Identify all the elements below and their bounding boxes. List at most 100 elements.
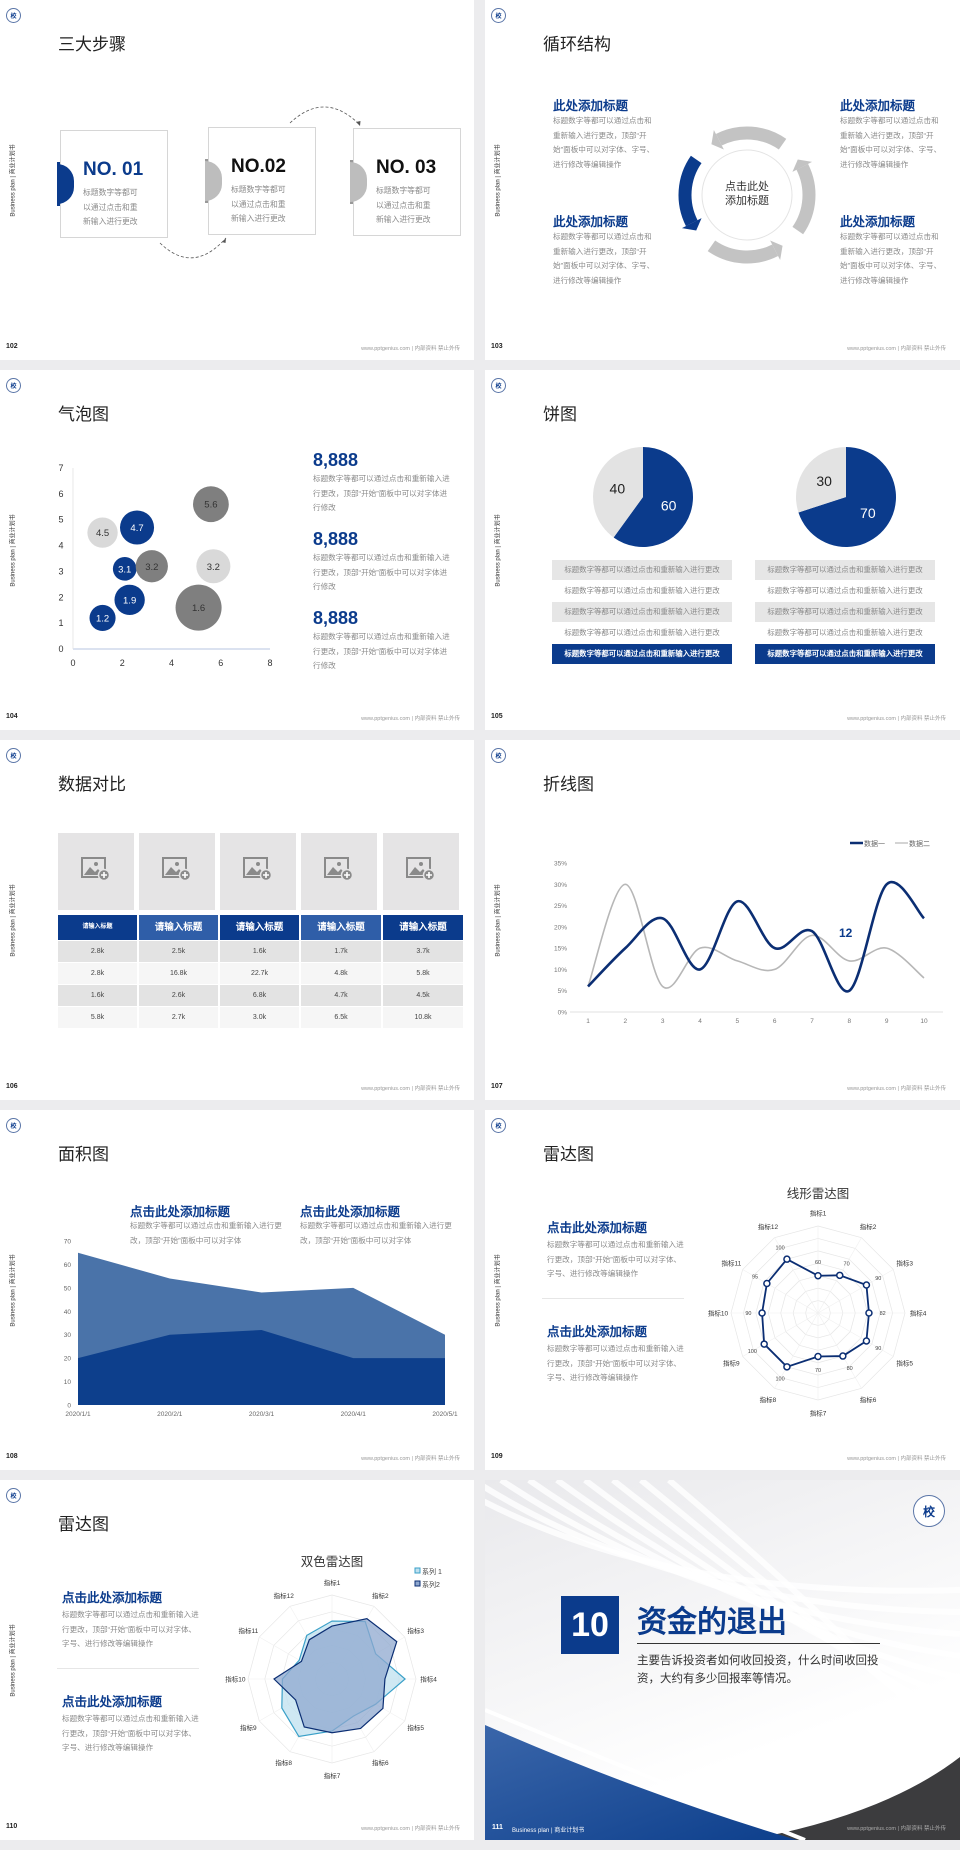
item-text: 标题数字等都可以通过点击和重新输入进行更改，顶部“开始”面板中可以对字体、字号、… [553,116,655,169]
list-item[interactable]: 标题数字等都可以通过点击和重新输入进行更改 [552,644,732,664]
bubble-label: 5.6 [204,500,217,511]
y-tick-label: 20 [64,1356,72,1363]
legend-label: 系列 1 [422,1567,442,1576]
slide-103[interactable]: 校 Business plan | 商业计划书 103 www.pptgenius.c… [485,0,960,360]
footer-left-text: Business plan | 商业计划书 [512,1828,585,1834]
table-header-cell[interactable]: 请输入标题 [220,915,299,940]
step-card[interactable]: NO.02 标题数字等都可以通过点击和重新输入进行更改 [205,127,316,235]
add-image-icon[interactable] [324,857,354,886]
x-tick-label: 2020/5/1 [432,1411,458,1418]
y-tick-label: 20% [554,924,567,931]
table-header-cell[interactable]: 请输入标题 [58,915,137,940]
slide-110[interactable]: 校 Business plan | 商业计划书 110 www.pptgenius.c… [0,1480,474,1840]
image-placeholder[interactable] [58,833,134,910]
list-item[interactable]: 标题数字等都可以通过点击和重新输入进行更改 [552,560,732,580]
table-header-cell[interactable]: 请输入标题 [383,915,463,940]
add-image-icon[interactable] [81,857,111,886]
radar-data-label: 90 [875,1276,881,1282]
slide-title: 数据对比 [58,775,126,794]
radar-marker [839,1352,847,1360]
step-number: NO. 01 [83,159,144,180]
add-image-icon[interactable] [406,857,436,886]
note-text: 标题数字等都可以通过点击和重新输入进行更改，顶部“开始”面板中可以对字体 [130,1221,282,1245]
x-tick-label: 1 [586,1018,590,1025]
stat-value: 8,888 [313,450,359,470]
list-item[interactable]: 标题数字等都可以通过点击和重新输入进行更改 [755,602,935,622]
radar-marker [763,1279,771,1288]
bubble-chart: 0 2 4 6 8 0 1 2 3 4 5 6 7 4.5 4.7 3.1 3.2 5.6 3.2 1.6 1.9 1.2 [58,463,272,668]
note-text: 标题数字等都可以通过点击和重新输入进行更改，顶部“开始”面板中可以对字体、字号、… [62,1714,199,1752]
slide-111[interactable]: 10 资金的退出 主要告诉投资者如何收回投资，什么时间收回投资，大约有多少回报率等情… [485,1480,960,1840]
y-tick-label: 0% [558,1010,568,1017]
list-item[interactable]: 标题数字等都可以通过点击和重新输入进行更改 [552,581,732,601]
page-number: 105 [491,713,503,720]
image-placeholder[interactable] [220,833,296,910]
y-tick-label: 40 [64,1309,72,1316]
x-tick-label: 2020/3/1 [249,1411,275,1418]
x-tick-label: 2 [624,1018,628,1025]
step-number: NO. 03 [376,157,437,178]
slide-105[interactable]: 校 Business plan | 商业计划书 105 www.pptgenius.c… [485,370,960,730]
y-tick-label: 10 [64,1379,72,1386]
slide-108[interactable]: 校 Business plan | 商业计划书 108 www.pptgenius.c… [0,1110,474,1470]
slide-109[interactable]: 校 Business plan | 商业计划书 109 www.pptgenius.c… [485,1110,960,1470]
radar-marker [760,1340,768,1348]
pie-slice-label: 40 [610,481,626,497]
page-number: 103 [491,343,503,350]
cycle-arrow-arc [792,163,816,235]
add-image-icon[interactable] [243,857,273,886]
radar-axis-label: 指标10 [225,1675,246,1684]
bubble-label: 3.1 [118,564,131,575]
slide-title: 气泡图 [58,405,109,424]
image-placeholder[interactable] [383,833,459,910]
slide-102[interactable]: 校 Business plan | 商业计划书 102 www.pptgenius.c… [0,0,474,360]
image-placeholder[interactable] [301,833,377,910]
list-item[interactable]: 标题数字等都可以通过点击和重新输入进行更改 [552,602,732,622]
table-header-cell[interactable]: 请输入标题 [301,915,381,940]
table-header-cell[interactable]: 请输入标题 [139,915,218,940]
y-tick-label: 30 [64,1332,72,1339]
x-tick-label: 0 [70,658,75,668]
table-cell: 2.5k [139,941,218,962]
slide-106[interactable]: 校 Business plan | 商业计划书 106 www.pptgenius.c… [0,740,474,1100]
radar-axis-label: 指标11 [721,1258,741,1267]
step-card[interactable]: NO. 01 标题数字等都可以通过点击和重新输入进行更改 [57,130,168,238]
table-cell: 4.7k [301,985,381,1006]
radar-axis-label: 指标1 [810,1208,827,1217]
bubble-label: 3.2 [207,562,220,573]
logo-emblem: 校 [6,8,21,23]
chart-title: 线形雷达图 [787,1187,850,1201]
legend-label: 数据二 [909,839,930,848]
radar-spoke [817,1269,894,1314]
legend-label: 系列2 [422,1580,440,1589]
radar-axis-label: 指标3 [896,1258,913,1267]
image-placeholder[interactable] [139,833,215,910]
step-card[interactable]: NO. 03 标题数字等都可以通过点击和重新输入进行更改 [350,128,461,236]
radar-data-label: 100 [775,1245,784,1251]
radar-data-label: 95 [752,1275,758,1281]
page-number: 110 [6,1823,18,1830]
section-divider [57,1668,199,1669]
stat-text: 标题数字等都可以通过点击和重新输入进行更改，顶部“开始”面板中可以对字体进行修改 [313,474,450,512]
list-item[interactable]: 标题数字等都可以通过点击和重新输入进行更改 [552,623,732,643]
slide-title: 雷达图 [543,1145,594,1164]
x-tick-label: 2020/1/1 [65,1411,91,1418]
step-text: 标题数字等都可以通过点击和重新输入进行更改 [231,185,286,223]
x-tick-label: 6 [773,1018,777,1025]
list-item[interactable]: 标题数字等都可以通过点击和重新输入进行更改 [755,560,935,580]
list-item[interactable]: 标题数字等都可以通过点击和重新输入进行更改 [755,644,935,664]
add-image-icon[interactable] [162,857,192,886]
slide-107[interactable]: 校 Business plan | 商业计划书 107 www.pptgenius.c… [485,740,960,1100]
table-cell: 6.8k [220,985,299,1006]
radar-marker [783,1255,791,1263]
center-label[interactable]: 点击此处添加标题 [725,181,769,207]
radar-marker [862,1281,871,1289]
list-item[interactable]: 标题数字等都可以通过点击和重新输入进行更改 [755,581,935,601]
section-divider [542,1298,684,1299]
slide-104[interactable]: 校 Business plan | 商业计划书 104 www.pptgenius.c… [0,370,474,730]
slide-title: 折线图 [543,775,594,794]
note-text: 标题数字等都可以通过点击和重新输入进行更改，顶部“开始”面板中可以对字体、字号、… [62,1610,199,1648]
list-item[interactable]: 标题数字等都可以通过点击和重新输入进行更改 [755,623,935,643]
footer-text: www.pptgenius.com | 内部资料 禁止外传 [361,1826,460,1832]
cycle-arrow-arc [715,126,787,150]
